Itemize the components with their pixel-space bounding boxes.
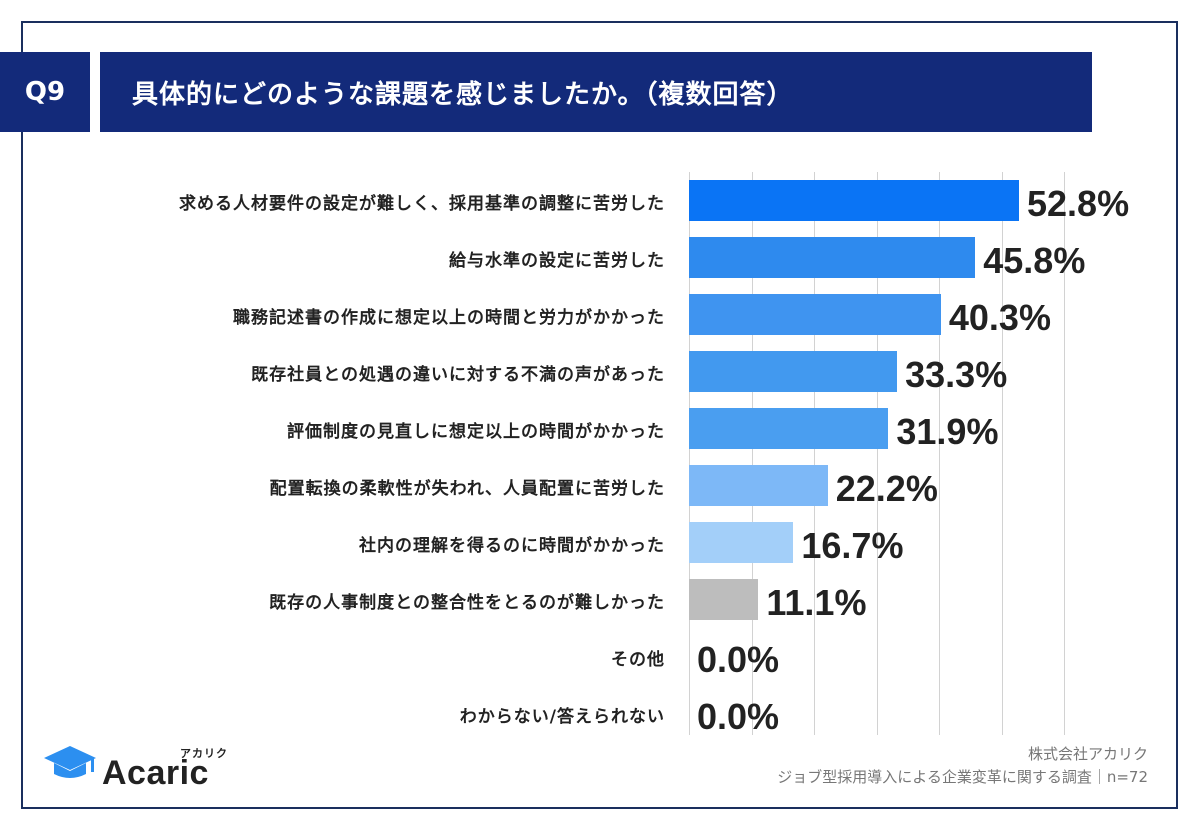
source-survey: ジョブ型採用導入による企業変革に関する調査｜n=72 (777, 768, 1148, 786)
chart-frame (21, 21, 1178, 809)
data-label: 16.7% (801, 525, 904, 566)
data-label: 31.9% (896, 411, 999, 452)
logo-wordmark: Acaric (102, 754, 209, 792)
gridline (751, 172, 753, 735)
category-label: 評価制度の見直しに想定以上の時間がかかった (287, 422, 665, 442)
data-label: 0.0% (697, 696, 780, 737)
data-label: 22.2% (835, 468, 938, 509)
gridline (1064, 172, 1065, 735)
logo-kana: アカリク (180, 747, 228, 760)
category-label: 給与水準の設定に苦労した (449, 251, 665, 271)
bar (689, 408, 889, 449)
data-label: 52.8% (1027, 183, 1130, 224)
bar (689, 522, 794, 563)
gridline (939, 172, 940, 735)
category-label: その他 (611, 650, 665, 670)
bar (689, 294, 941, 335)
bar (689, 237, 976, 278)
bar (689, 465, 828, 506)
bar (689, 351, 898, 392)
gridline (876, 172, 878, 735)
data-label: 45.8% (983, 240, 1086, 281)
bar (689, 579, 759, 620)
data-label: 40.3% (948, 297, 1051, 338)
gridline (1001, 172, 1003, 735)
data-label: 0.0% (697, 639, 780, 680)
category-label: 既存社員との処遇の違いに対する不満の声があった (251, 365, 665, 385)
graduation-cap-icon (44, 746, 96, 778)
question-number-badge: Q9 (0, 52, 90, 132)
question-number: Q9 (24, 77, 66, 107)
data-label: 33.3% (905, 354, 1008, 395)
category-label: 既存の人事制度との整合性をとるのが難しかった (269, 593, 665, 613)
bar (689, 180, 1019, 221)
gridline (814, 172, 815, 735)
category-label: 社内の理解を得るのに時間がかかった (359, 536, 665, 556)
question-title-bar: 具体的にどのような課題を感じましたか。（複数回答） (100, 52, 1092, 132)
data-label: 11.1% (766, 582, 867, 623)
category-label: 求める人材要件の設定が難しく、採用基準の調整に苦労した (179, 194, 665, 214)
gridline (689, 172, 690, 735)
acaric-logo: アカリク Acaric (42, 742, 242, 792)
category-label: わからない/答えられない (459, 707, 665, 727)
source-company: 株式会社アカリク (1027, 745, 1148, 763)
category-label: 職務記述書の作成に想定以上の時間と労力がかかった (233, 308, 665, 328)
question-title: 具体的にどのような課題を感じましたか。（複数回答） (132, 79, 794, 110)
category-label: 配置転換の柔軟性が失われ、人員配置に苦労した (269, 479, 665, 499)
